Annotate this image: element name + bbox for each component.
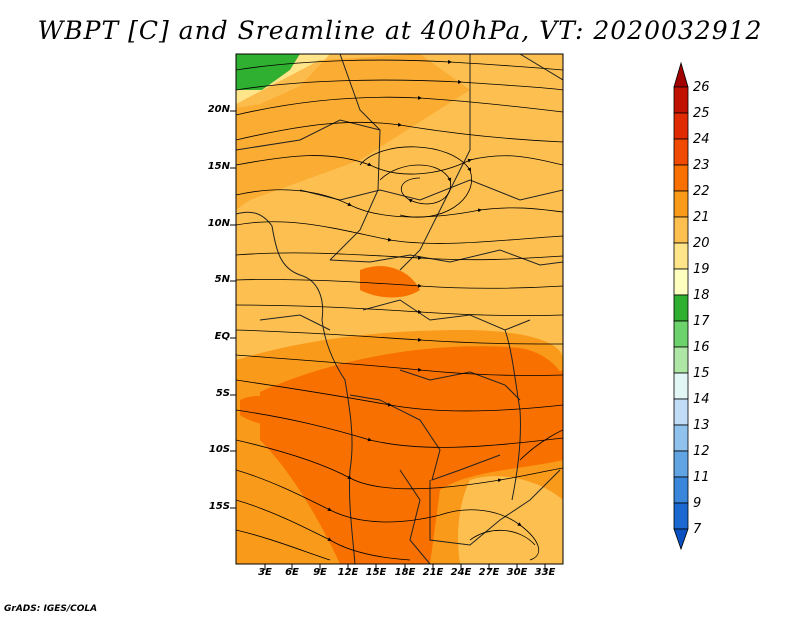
colorbar-segment: [673, 502, 689, 530]
colorbar-label-11: 11: [693, 470, 710, 485]
plot-frame: [235, 53, 564, 565]
lat-label-eq: EQ: [214, 331, 230, 342]
streamlines: [236, 59, 563, 561]
axis-ticks: [230, 110, 546, 570]
colorbar-label-26: 26: [693, 80, 710, 95]
lon-label-12e: 12E: [337, 567, 359, 578]
lon-label-27e: 27E: [478, 567, 500, 578]
colorbar-segment: [673, 86, 689, 114]
colorbar-segment: [673, 112, 689, 140]
colorbar-arrow-bottom: [673, 528, 689, 551]
colorbar-segment: [673, 242, 689, 270]
lon-label-21e: 21E: [422, 567, 444, 578]
lat-label-20n: 20N: [207, 104, 230, 115]
colorbar-segment: [673, 138, 689, 166]
lon-label-30e: 30E: [506, 567, 528, 578]
lon-label-3e: 3E: [258, 567, 272, 578]
map-title: WBPT [C] and Sreamline at 400hPa, VT: 20…: [37, 16, 763, 45]
colorbar-segment: [673, 398, 689, 426]
lon-label-24e: 24E: [450, 567, 472, 578]
lat-label-10s: 10S: [208, 444, 230, 455]
lat-label-15n: 15N: [207, 161, 230, 172]
lon-label-15e: 15E: [365, 567, 387, 578]
colorbar-label-23: 23: [693, 158, 710, 173]
colorbar-segment: [673, 268, 689, 296]
colorbar-label-12: 12: [693, 444, 710, 459]
colorbar-segment: [673, 372, 689, 400]
colorbar-label-9: 9: [693, 496, 702, 511]
colorbar-segment: [673, 450, 689, 478]
colorbar-segment: [673, 320, 689, 348]
grads-credit: GrADS: IGES/COLA: [4, 604, 98, 614]
lat-label-5s: 5S: [215, 388, 230, 399]
lon-label-6e: 6E: [285, 567, 299, 578]
colorbar: [673, 61, 689, 551]
lon-label-33e: 33E: [534, 567, 556, 578]
lat-label-5n: 5N: [214, 274, 230, 285]
colorbar-segment: [673, 294, 689, 322]
colorbar-label-25: 25: [693, 106, 710, 121]
colorbar-label-16: 16: [693, 340, 710, 355]
colorbar-label-22: 22: [693, 184, 710, 199]
colorbar-label-24: 24: [693, 132, 710, 147]
colorbar-label-14: 14: [693, 392, 710, 407]
colorbar-segment: [673, 346, 689, 374]
lon-label-9e: 9E: [313, 567, 327, 578]
colorbar-label-18: 18: [693, 288, 710, 303]
colorbar-label-17: 17: [693, 314, 710, 329]
colorbar-segment: [673, 476, 689, 504]
colorbar-label-19: 19: [693, 262, 710, 277]
colorbar-label-7: 7: [693, 522, 702, 537]
colorbar-arrow-top: [673, 61, 689, 88]
lon-label-18e: 18E: [394, 567, 416, 578]
colorbar-segment: [673, 164, 689, 192]
colorbar-label-13: 13: [693, 418, 710, 433]
colorbar-label-15: 15: [693, 366, 710, 381]
colorbar-segment: [673, 216, 689, 244]
colorbar-segment: [673, 424, 689, 452]
colorbar-segment: [673, 190, 689, 218]
lat-label-15s: 15S: [208, 501, 230, 512]
lat-label-10n: 10N: [207, 218, 230, 229]
colorbar-label-20: 20: [693, 236, 710, 251]
colorbar-label-21: 21: [693, 210, 710, 225]
